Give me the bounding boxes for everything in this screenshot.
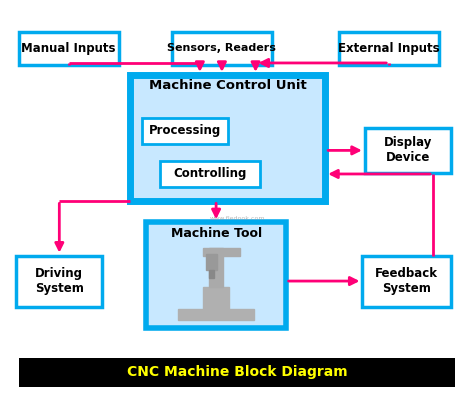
FancyBboxPatch shape: [172, 32, 272, 65]
FancyBboxPatch shape: [16, 255, 102, 307]
Bar: [206, 254, 217, 270]
Text: Controlling: Controlling: [173, 168, 247, 180]
Bar: [209, 270, 214, 278]
FancyBboxPatch shape: [160, 161, 260, 187]
FancyBboxPatch shape: [365, 128, 451, 173]
Text: Machine Tool: Machine Tool: [171, 227, 262, 240]
Text: Feedback
System: Feedback System: [375, 267, 438, 295]
FancyBboxPatch shape: [18, 358, 456, 387]
FancyBboxPatch shape: [142, 118, 228, 144]
Text: Machine Control Unit: Machine Control Unit: [149, 79, 307, 93]
Text: Driving
System: Driving System: [35, 267, 84, 295]
FancyBboxPatch shape: [146, 222, 286, 328]
Bar: [209, 248, 223, 287]
FancyBboxPatch shape: [18, 32, 118, 65]
FancyBboxPatch shape: [339, 32, 439, 65]
FancyBboxPatch shape: [363, 255, 451, 307]
Text: www.fledook.com: www.fledook.com: [209, 216, 265, 221]
FancyBboxPatch shape: [130, 75, 325, 200]
Bar: [203, 287, 229, 309]
Text: Display
Device: Display Device: [383, 136, 432, 164]
Bar: [203, 248, 240, 256]
Text: Processing: Processing: [149, 124, 221, 137]
Text: CNC Machine Block Diagram: CNC Machine Block Diagram: [127, 365, 347, 379]
Text: Sensors, Readers: Sensors, Readers: [167, 43, 276, 53]
Text: Manual Inputs: Manual Inputs: [21, 42, 116, 55]
Bar: [178, 309, 255, 320]
Text: External Inputs: External Inputs: [338, 42, 440, 55]
